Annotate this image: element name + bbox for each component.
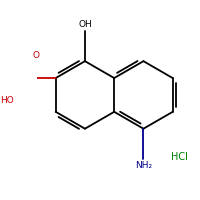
Text: HCl: HCl	[171, 152, 188, 162]
Text: O: O	[32, 51, 39, 60]
Text: OH: OH	[78, 20, 92, 29]
Text: HO: HO	[0, 96, 13, 105]
Text: NH₂: NH₂	[135, 161, 152, 170]
